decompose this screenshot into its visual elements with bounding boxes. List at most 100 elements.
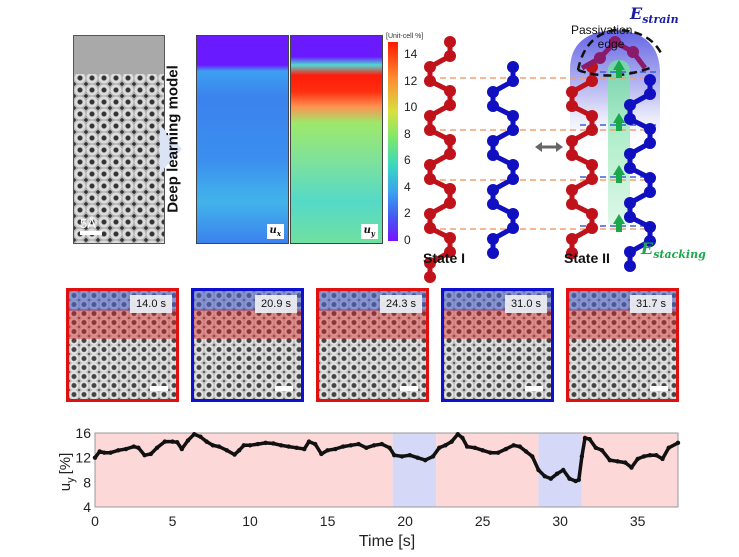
atom: [644, 221, 656, 233]
atom: [487, 149, 499, 161]
data-point: [162, 439, 167, 444]
x-tick-label: 20: [397, 513, 413, 529]
atom: [487, 100, 499, 112]
data-point: [629, 465, 634, 470]
data-point: [587, 436, 592, 442]
data-point: [443, 443, 448, 448]
atom: [487, 184, 499, 196]
deep-learning-model-label: Deep learning model: [164, 64, 182, 213]
data-point: [319, 451, 324, 457]
data-point: [495, 450, 501, 455]
atom: [487, 247, 499, 259]
atom: [424, 110, 436, 122]
atom: [586, 173, 598, 185]
data-point: [271, 441, 276, 446]
data-point: [286, 444, 292, 449]
data-point: [185, 438, 191, 443]
data-point: [348, 443, 354, 448]
atom: [566, 86, 578, 98]
atom: [609, 36, 621, 48]
strain-overlay: [69, 309, 176, 339]
data-point: [567, 476, 572, 481]
data-point: [523, 449, 529, 454]
strain-overlay: [444, 309, 551, 339]
colorbar-tick: 4: [404, 179, 411, 194]
state-ii-label: State II: [564, 250, 610, 266]
atom: [586, 75, 598, 87]
data-point: [423, 457, 428, 463]
atom: [624, 162, 636, 174]
strain-map-ux: ux: [196, 35, 289, 244]
atom: [624, 197, 636, 209]
data-point: [179, 446, 185, 452]
y-tick-label: 12: [75, 450, 91, 466]
snapshot-frame: 20.9 s: [191, 288, 304, 402]
atom: [644, 235, 656, 247]
snapshot-frame: 24.3 s: [316, 288, 429, 402]
colorbar-title: [Unit-cell %]: [386, 33, 424, 40]
vacuum-region: [74, 36, 164, 74]
data-point: [247, 443, 253, 448]
data-point: [647, 453, 653, 458]
data-point: [548, 476, 554, 481]
state-band-i: [436, 433, 539, 507]
data-point: [102, 450, 107, 455]
data-point: [511, 443, 516, 448]
stacking-arrow-icon: [613, 60, 625, 78]
atom: [444, 50, 456, 62]
data-point: [302, 446, 307, 452]
data-point: [371, 443, 377, 448]
data-point: [675, 440, 681, 446]
data-point: [599, 448, 605, 453]
colorbar-tick: 8: [404, 126, 411, 141]
atom: [644, 186, 656, 198]
scale-bar: [650, 386, 668, 391]
data-point: [654, 453, 659, 458]
data-point: [430, 454, 436, 459]
timestamp-label: 31.7 s: [630, 295, 672, 313]
passivation-edge-label: Passivation edge: [571, 23, 633, 51]
snapshot-frame: 31.7 s: [566, 288, 679, 402]
atom: [586, 222, 598, 234]
colorbar-tick: 0: [404, 233, 411, 247]
atom: [586, 110, 598, 122]
atom: [444, 36, 456, 48]
data-point: [263, 440, 268, 446]
atom: [566, 198, 578, 210]
atom: [424, 173, 436, 185]
passivation-edge-dashed-outline: [576, 28, 664, 77]
colorbar-tick: 10: [404, 100, 418, 115]
data-point: [561, 467, 566, 473]
scale-bar: [80, 231, 102, 235]
data-point: [517, 444, 523, 449]
atom: [566, 149, 578, 161]
atom: [507, 208, 519, 220]
state-band-ii: [392, 433, 437, 507]
atom: [566, 247, 578, 259]
data-point: [387, 445, 392, 450]
x-tick-label: 35: [630, 513, 646, 529]
data-point: [306, 439, 312, 444]
data-point: [503, 446, 509, 452]
stacking-bar: [608, 60, 630, 230]
atom: [444, 148, 456, 160]
data-point: [364, 445, 369, 450]
data-point: [666, 445, 671, 450]
data-point: [635, 456, 640, 462]
data-point: [460, 435, 465, 441]
x-tick-label: 10: [242, 513, 258, 529]
atom: [444, 99, 456, 111]
atom: [566, 135, 578, 147]
data-point: [415, 455, 420, 460]
atom: [624, 260, 636, 272]
atom: [487, 135, 499, 147]
data-point: [97, 449, 102, 454]
data-point: [623, 460, 628, 465]
atom: [586, 159, 598, 171]
atomic-structure-diagram: [424, 28, 664, 283]
timestamp-label: 20.9 s: [255, 295, 297, 313]
atom: [624, 99, 636, 111]
data-point: [333, 446, 338, 452]
atom: [624, 246, 636, 258]
atom: [444, 232, 456, 244]
